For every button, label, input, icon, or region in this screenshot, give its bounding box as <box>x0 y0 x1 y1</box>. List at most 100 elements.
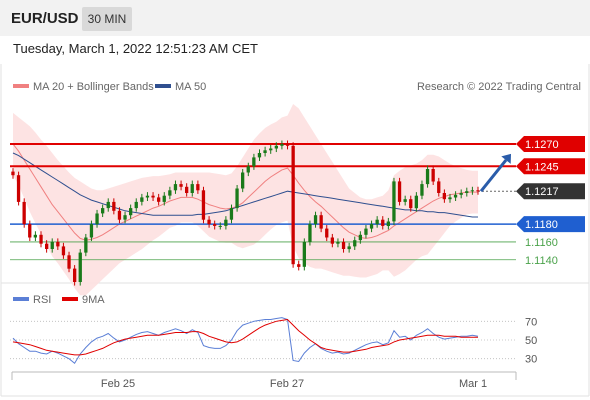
rsi-panel: 70 50 30 <box>10 316 537 366</box>
resistance-level-label: 1.1270 <box>525 139 559 151</box>
candle-body <box>50 241 54 249</box>
candle-body <box>28 224 32 238</box>
header-bar: EUR/USD 30 MIN <box>0 0 590 36</box>
support-level-label: 1.1180 <box>525 219 558 231</box>
minor-support-label: 1.1160 <box>525 237 558 249</box>
forecast-arrow-line <box>479 159 508 193</box>
rsi-y-tick-label: 30 <box>525 354 537 366</box>
candle-body <box>185 186 189 193</box>
candle-body <box>280 144 284 146</box>
candle-body <box>291 145 295 265</box>
candle-body <box>269 148 273 151</box>
chart-datetime: Tuesday, March 1, 2022 12:51:23 AM CET <box>13 41 258 56</box>
candle-body <box>448 197 452 200</box>
minor-support-label: 1.1140 <box>525 255 558 267</box>
candle-body <box>101 208 105 214</box>
x-tick-label: Mar 1 <box>459 378 487 390</box>
candle-body <box>168 190 172 196</box>
candle-body <box>67 255 71 269</box>
candle-body <box>112 201 116 211</box>
candle-body <box>56 241 60 247</box>
rsi-ma-line <box>12 318 478 356</box>
candle-body <box>414 195 418 209</box>
x-tick-label: Feb 27 <box>270 378 304 390</box>
candle-body <box>213 224 217 226</box>
candle-body <box>341 241 346 249</box>
candle-body <box>16 175 21 202</box>
resistance-level-tag <box>516 158 585 175</box>
candle-body <box>61 246 66 256</box>
candle-body <box>459 193 463 195</box>
candle-body <box>431 169 435 182</box>
price-panel: 1.1270 1.1245 1.1217 1.1180 1.1160 1.1140 <box>10 104 585 296</box>
candle-body <box>89 224 94 238</box>
candle-body <box>476 190 480 192</box>
candle-body <box>45 243 49 249</box>
candle-body <box>409 199 413 209</box>
candle-body <box>285 144 290 146</box>
timeframe-button[interactable]: 30 MIN <box>82 7 132 31</box>
ma50-line <box>12 152 478 218</box>
support-level-tag <box>516 216 585 233</box>
candle-body <box>313 215 318 225</box>
candle-body <box>140 197 144 202</box>
candle-body <box>179 184 183 187</box>
candle-body <box>235 188 239 209</box>
candle-body <box>22 201 26 225</box>
candle-body <box>420 184 424 196</box>
candle-body <box>381 219 385 226</box>
candle-body <box>403 199 407 202</box>
current-price-label: 1.1217 <box>525 186 559 198</box>
ma20-legend-swatch <box>13 84 29 88</box>
x-tick-label: Feb 25 <box>101 378 135 390</box>
candle-body <box>151 195 155 198</box>
candle-body <box>347 246 351 250</box>
candle-body <box>218 225 222 227</box>
forecast-arrow-head <box>501 153 512 164</box>
candle-body <box>263 150 267 153</box>
candle-body <box>369 224 374 229</box>
candle-body <box>39 234 43 244</box>
candle-body <box>252 157 256 167</box>
candle-body <box>319 215 323 229</box>
candle-body <box>425 169 430 185</box>
candle-body <box>229 208 234 220</box>
candle-body <box>123 215 127 220</box>
candle-body <box>11 171 15 176</box>
rsi-legend-swatch <box>13 297 29 301</box>
resistance-level-label: 1.1245 <box>525 161 559 173</box>
candle-body <box>375 219 379 225</box>
rsi-ma-legend-swatch <box>62 297 78 301</box>
candle-body <box>325 228 329 238</box>
candle-body <box>353 240 357 247</box>
ma20-legend-label: MA 20 + Bollinger Bands <box>33 81 154 93</box>
candle-body <box>246 166 250 173</box>
candle-body <box>308 224 312 242</box>
candle-body <box>330 237 334 244</box>
credit-label: Research © 2022 Trading Central <box>417 81 581 93</box>
candle-body <box>358 234 362 241</box>
candle-body <box>224 219 228 226</box>
candle-body <box>173 184 178 191</box>
candle-body <box>134 201 138 209</box>
candle-body <box>157 197 161 202</box>
rsi-line <box>12 317 479 365</box>
candle-body <box>162 195 166 202</box>
candle-body <box>78 252 82 282</box>
candle-body <box>470 190 474 192</box>
time-axis: Feb 25 Feb 27 Mar 1 <box>11 371 517 390</box>
candle-body <box>129 208 133 216</box>
rsi-y-tick-label: 70 <box>525 316 537 328</box>
candle-body <box>73 268 77 282</box>
symbol-label: EUR/USD <box>11 10 79 27</box>
candle-body <box>397 181 402 202</box>
candle-body <box>95 213 99 225</box>
ma50-legend-swatch <box>155 84 171 88</box>
candle-body <box>33 234 37 238</box>
candle-body <box>364 228 368 235</box>
ma20-line <box>12 143 478 241</box>
rsi-ma-legend-label: 9MA <box>82 294 105 306</box>
candle-body <box>274 145 278 149</box>
candle-body <box>297 264 301 267</box>
